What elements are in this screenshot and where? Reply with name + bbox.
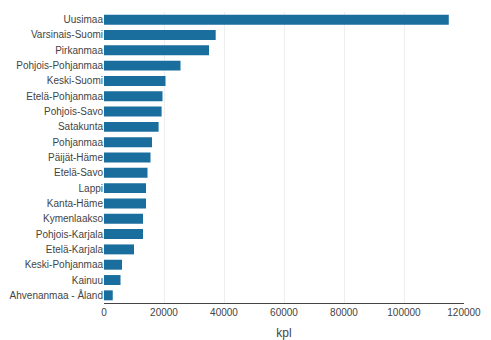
svg-text:Etelä-Savo: Etelä-Savo xyxy=(54,167,103,178)
svg-text:40000: 40000 xyxy=(210,307,238,318)
svg-text:Pirkanmaa: Pirkanmaa xyxy=(55,45,103,56)
svg-text:Kymenlaakso: Kymenlaakso xyxy=(43,213,103,224)
svg-text:Päijät-Häme: Päijät-Häme xyxy=(48,152,103,163)
svg-text:Kainuu: Kainuu xyxy=(72,275,103,286)
svg-text:60000: 60000 xyxy=(270,307,298,318)
svg-text:Pohjois-Karjala: Pohjois-Karjala xyxy=(36,229,104,240)
svg-text:Kanta-Häme: Kanta-Häme xyxy=(47,198,104,209)
svg-text:100000: 100000 xyxy=(387,307,421,318)
svg-text:Keski-Suomi: Keski-Suomi xyxy=(47,75,103,86)
svg-text:80000: 80000 xyxy=(330,307,358,318)
svg-text:Etelä-Pohjanmaa: Etelä-Pohjanmaa xyxy=(26,91,103,102)
svg-text:0: 0 xyxy=(101,307,107,318)
svg-text:Uusimaa: Uusimaa xyxy=(64,14,104,25)
svg-text:Varsinais-Suomi: Varsinais-Suomi xyxy=(31,29,103,40)
svg-text:120000: 120000 xyxy=(447,307,481,318)
svg-text:20000: 20000 xyxy=(150,307,178,318)
svg-text:Pohjois-Pohjanmaa: Pohjois-Pohjanmaa xyxy=(16,60,103,71)
svg-text:Etelä-Karjala: Etelä-Karjala xyxy=(46,244,104,255)
svg-text:Satakunta: Satakunta xyxy=(58,121,103,132)
svg-text:Ahvenanmaa - Åland: Ahvenanmaa - Åland xyxy=(10,289,103,301)
svg-text:kpl: kpl xyxy=(276,326,291,340)
svg-text:Pohjois-Savo: Pohjois-Savo xyxy=(44,106,103,117)
svg-text:Lappi: Lappi xyxy=(79,183,103,194)
svg-text:Pohjanmaa: Pohjanmaa xyxy=(52,137,103,148)
svg-text:Keski-Pohjanmaa: Keski-Pohjanmaa xyxy=(25,259,104,270)
